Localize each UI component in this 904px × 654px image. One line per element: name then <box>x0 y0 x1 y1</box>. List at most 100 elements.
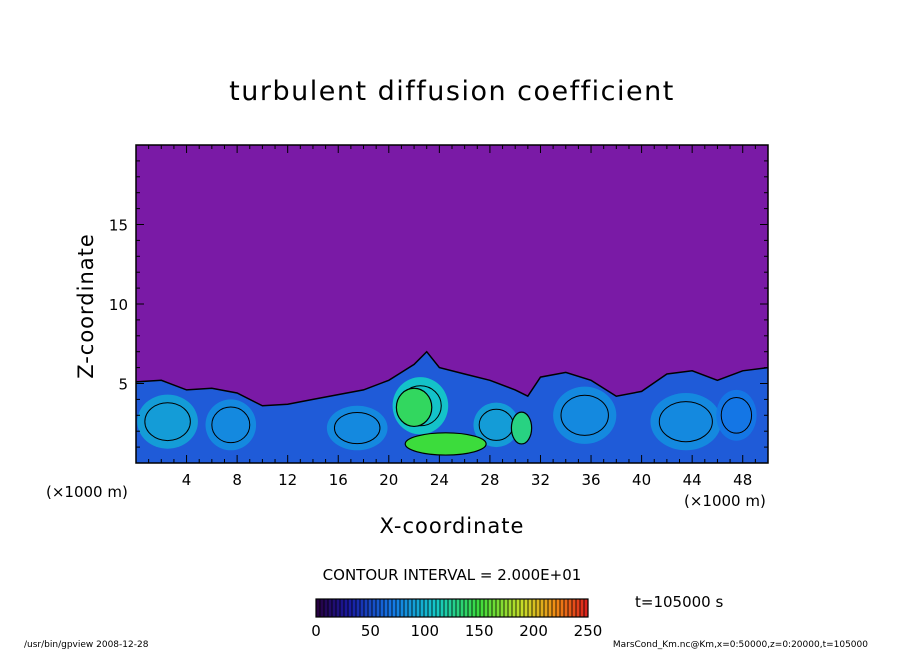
colorbar-tick-label: 100 <box>410 622 439 640</box>
colorbar-segment <box>400 599 405 617</box>
colorbar-segment <box>500 599 505 617</box>
colorbar-segment <box>520 599 525 617</box>
colorbar-segment <box>316 599 321 617</box>
chart-title: turbulent diffusion coefficient <box>229 76 675 107</box>
colorbar-segment <box>504 599 509 617</box>
colorbar-segment <box>532 599 537 617</box>
high-region-contour <box>404 432 487 456</box>
colorbar-tick-label: 0 <box>311 622 321 640</box>
colorbar-segment <box>456 599 461 617</box>
colorbar-segment <box>420 599 425 617</box>
x-tick-label: 20 <box>379 471 398 489</box>
colorbar-segment <box>332 599 337 617</box>
colorbar-segment <box>496 599 501 617</box>
high-intensity-region <box>511 412 532 444</box>
colorbar-segment <box>364 599 369 617</box>
colorbar-segment <box>540 599 545 617</box>
x-unit-label-right: (×1000 m) <box>684 492 766 510</box>
colorbar-tick-label: 250 <box>574 622 603 640</box>
colorbar-segment <box>452 599 457 617</box>
colorbar-segment <box>356 599 361 617</box>
colorbar-segment <box>428 599 433 617</box>
boundary-layer-region <box>136 351 768 463</box>
footer-right: MarsCond_Km.nc@Km,x=0:50000,z=0:20000,t=… <box>612 640 868 650</box>
colorbar-segment <box>344 599 349 617</box>
colorbar-segment <box>584 599 589 617</box>
colorbar-segment <box>536 599 541 617</box>
colorbar-segment <box>516 599 521 617</box>
time-label: t=105000 s <box>635 593 724 611</box>
colorbar-segment <box>324 599 329 617</box>
colorbar-segment <box>528 599 533 617</box>
colorbar-segment <box>340 599 345 617</box>
x-tick-label: 36 <box>581 471 600 489</box>
colorbar-segment <box>384 599 389 617</box>
region-contour <box>560 394 609 436</box>
colorbar-segment <box>412 599 417 617</box>
colorbar-segment <box>336 599 341 617</box>
colorbar-tick-label: 200 <box>519 622 548 640</box>
colorbar-segment <box>492 599 497 617</box>
colorbar-segment <box>556 599 561 617</box>
colorbar-segment <box>544 599 549 617</box>
y-tick-label: 10 <box>109 296 128 314</box>
colorbar-tick-label: 50 <box>361 622 380 640</box>
colorbar-segment <box>512 599 517 617</box>
region-contour <box>658 401 713 443</box>
x-unit-label-left: (×1000 m) <box>46 483 128 501</box>
colorbar-segment <box>560 599 565 617</box>
colorbar-segment <box>552 599 557 617</box>
region-contour <box>333 411 381 445</box>
x-tick-label: 32 <box>531 471 550 489</box>
x-tick-label: 4 <box>182 471 192 489</box>
boundary-layer-contour <box>136 350 768 407</box>
region-contour <box>144 402 191 442</box>
colorbar-segment <box>444 599 449 617</box>
colorbar-segment <box>480 599 485 617</box>
mid-intensity-region <box>650 393 722 451</box>
colorbar-segment <box>488 599 493 617</box>
x-axis-label: X-coordinate <box>379 514 525 538</box>
x-tick-label: 40 <box>632 471 651 489</box>
colorbar-segment <box>436 599 441 617</box>
colorbar-segment <box>508 599 513 617</box>
x-tick-label: 8 <box>232 471 242 489</box>
colorbar-segment <box>368 599 373 617</box>
colorbar-segment <box>392 599 397 617</box>
high-intensity-region <box>396 388 432 427</box>
colorbar-segment <box>320 599 325 617</box>
region-contour <box>720 396 753 434</box>
colorbar-segment <box>464 599 469 617</box>
high-intensity-region <box>405 432 487 456</box>
region-contour <box>211 406 251 444</box>
colorbar-segment <box>448 599 453 617</box>
colorbar-segment <box>408 599 413 617</box>
colorbar-tick-label: 150 <box>465 622 494 640</box>
colorbar-segment <box>568 599 573 617</box>
y-axis-label: Z-coordinate <box>74 233 98 379</box>
colorbar-segment <box>348 599 353 617</box>
colorbar-segment <box>564 599 569 617</box>
x-tick-label: 12 <box>278 471 297 489</box>
high-region-contour <box>395 387 433 428</box>
colorbar-segment <box>360 599 365 617</box>
colorbar-frame <box>315 598 589 618</box>
colorbar-segment <box>432 599 437 617</box>
colorbar-segment <box>460 599 465 617</box>
x-tick-label: 44 <box>683 471 702 489</box>
colorbar-segment <box>404 599 409 617</box>
colorbar-segment <box>548 599 553 617</box>
colorbar-segment <box>376 599 381 617</box>
colorbar-segment <box>328 599 333 617</box>
colorbar-segment <box>472 599 477 617</box>
colorbar-segment <box>484 599 489 617</box>
colorbar-segment <box>396 599 401 617</box>
high-region-contour <box>510 411 533 445</box>
x-tick-label: 48 <box>733 471 752 489</box>
colorbar-segment <box>416 599 421 617</box>
x-tick-label: 16 <box>329 471 348 489</box>
y-tick-label: 5 <box>118 376 128 394</box>
colorbar-segment <box>388 599 393 617</box>
